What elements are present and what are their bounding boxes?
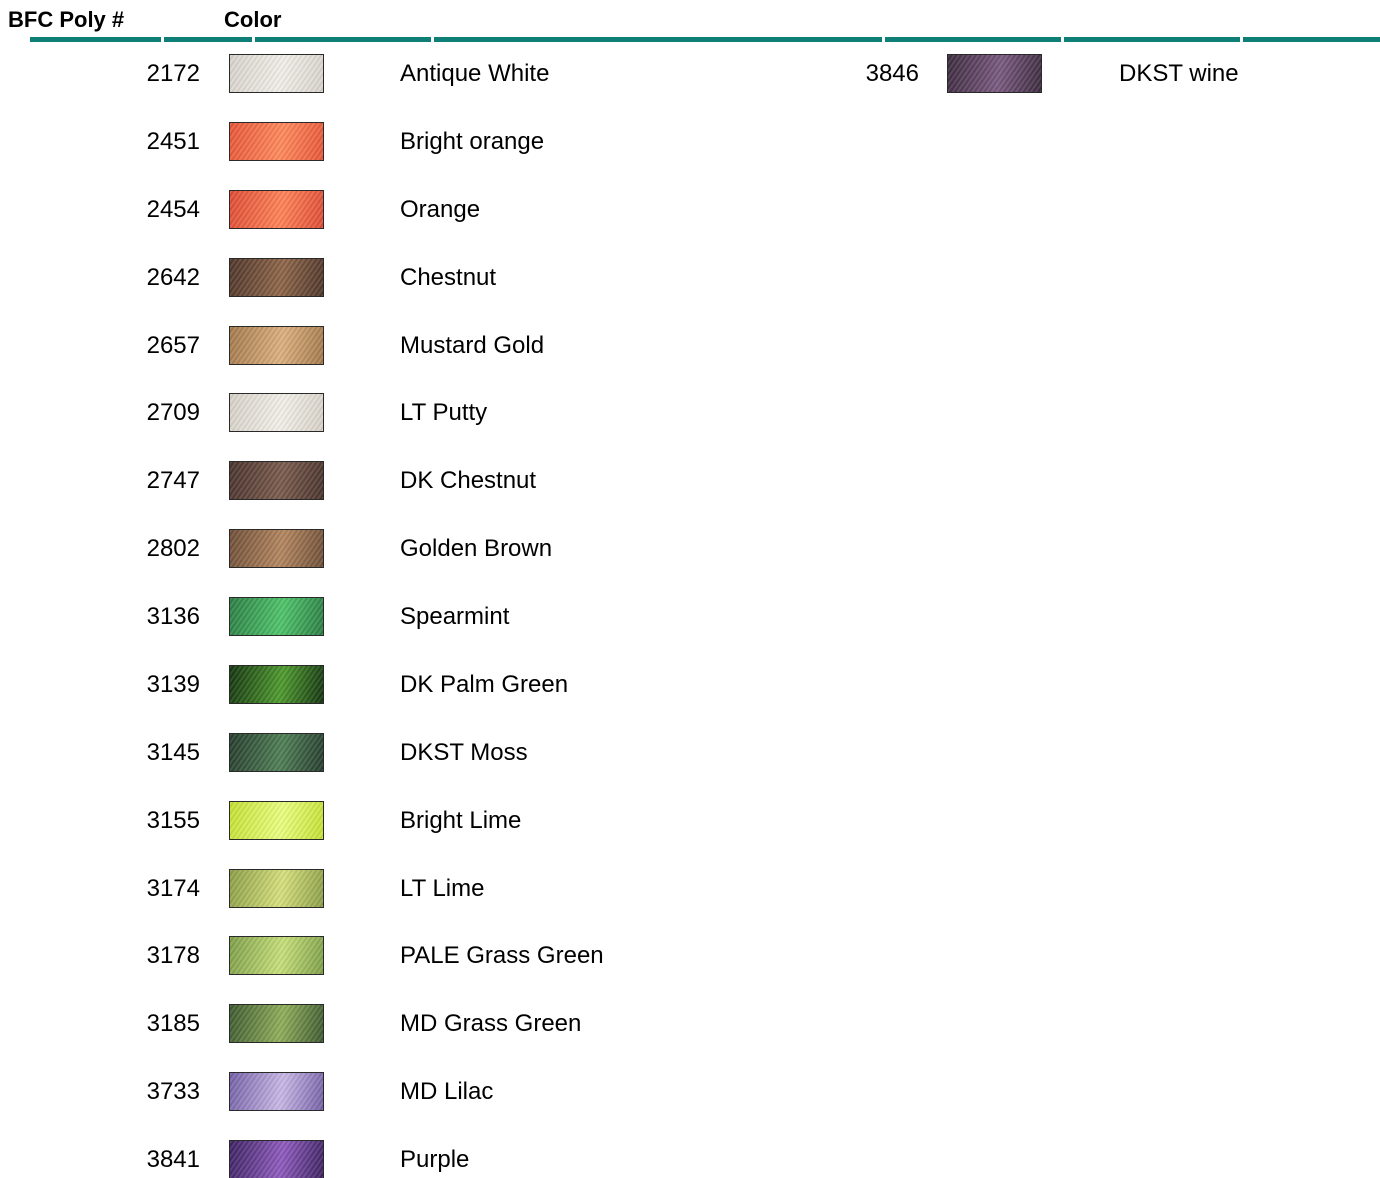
color-row: 3155 Bright Lime xyxy=(0,800,1380,842)
color-row: 2802 Golden Brown xyxy=(0,528,1380,570)
color-row: 3139 DK Palm Green xyxy=(0,664,1380,706)
color-name: Spearmint xyxy=(400,603,510,630)
header-code-label: BFC Poly # xyxy=(8,7,125,32)
header-rule xyxy=(30,37,161,42)
color-swatch xyxy=(229,665,324,704)
color-swatch xyxy=(229,190,324,229)
color-swatch xyxy=(229,801,324,840)
color-name: MD Lilac xyxy=(400,1078,494,1105)
color-name: LT Lime xyxy=(400,875,485,902)
thread-code: 3155 xyxy=(146,807,200,834)
color-row: 2451 Bright orange xyxy=(0,121,1380,163)
header-rule xyxy=(434,37,882,42)
thread-code: 2802 xyxy=(146,535,200,562)
color-swatch xyxy=(229,326,324,365)
thread-code: 2172 xyxy=(146,60,200,87)
color-name: Orange xyxy=(400,196,481,223)
color-row: 3136 Spearmint xyxy=(0,596,1380,638)
thread-code: 3145 xyxy=(146,739,200,766)
thread-code: 2451 xyxy=(146,128,200,155)
color-name: Chestnut xyxy=(400,264,497,291)
header-rule xyxy=(885,37,1061,42)
color-row: 3841 Purple xyxy=(0,1139,1380,1178)
color-swatch xyxy=(229,54,324,93)
color-name: Bright orange xyxy=(400,128,545,155)
header-rule xyxy=(164,37,252,42)
color-row: 3178 PALE Grass Green xyxy=(0,935,1380,977)
thread-code: 2642 xyxy=(146,264,200,291)
header-color-label: Color xyxy=(224,7,282,32)
color-swatch xyxy=(229,393,324,432)
thread-code: 3733 xyxy=(146,1078,200,1105)
color-row: 2709 LT Putty xyxy=(0,392,1380,434)
color-name: Purple xyxy=(400,1146,470,1173)
thread-code: 3139 xyxy=(146,671,200,698)
thread-code: 2747 xyxy=(146,467,200,494)
color-swatch xyxy=(229,597,324,636)
color-name: DK Palm Green xyxy=(400,671,569,698)
header-rule xyxy=(1064,37,1240,42)
color-name: DK Chestnut xyxy=(400,467,537,494)
color-name: DKST wine xyxy=(1119,60,1239,87)
color-swatch xyxy=(229,936,324,975)
thread-code: 3136 xyxy=(146,603,200,630)
color-name: Antique White xyxy=(400,60,550,87)
color-row: 3846 DKST wine xyxy=(0,53,1380,95)
color-swatch xyxy=(947,54,1042,93)
thread-code: 2709 xyxy=(146,399,200,426)
color-swatch xyxy=(229,258,324,297)
thread-code: 3185 xyxy=(146,1010,200,1037)
color-name: MD Grass Green xyxy=(400,1010,582,1037)
color-name: Bright Lime xyxy=(400,807,522,834)
color-name: PALE Grass Green xyxy=(400,942,604,969)
color-row: 2642 Chestnut xyxy=(0,257,1380,299)
color-name: Golden Brown xyxy=(400,535,553,562)
color-swatch xyxy=(229,733,324,772)
color-row: 3145 DKST Moss xyxy=(0,732,1380,774)
color-row: 3733 MD Lilac xyxy=(0,1071,1380,1113)
thread-code: 3178 xyxy=(146,942,200,969)
color-swatch xyxy=(229,461,324,500)
thread-code: 3846 xyxy=(865,60,919,87)
thread-code: 2657 xyxy=(146,332,200,359)
color-swatch xyxy=(229,529,324,568)
color-swatch xyxy=(229,869,324,908)
thread-code: 3841 xyxy=(146,1146,200,1173)
header-rule xyxy=(255,37,431,42)
color-name: Mustard Gold xyxy=(400,332,545,359)
color-name: DKST Moss xyxy=(400,739,528,766)
color-swatch xyxy=(229,1004,324,1043)
color-row: 3174 LT Lime xyxy=(0,868,1380,910)
color-swatch xyxy=(229,1140,324,1178)
color-name: LT Putty xyxy=(400,399,488,426)
header-rule xyxy=(1243,37,1380,42)
color-swatch xyxy=(229,122,324,161)
color-row: 2657 Mustard Gold xyxy=(0,325,1380,367)
color-row: 2172 Antique White xyxy=(0,53,1380,95)
color-row: 2747 DK Chestnut xyxy=(0,460,1380,502)
thread-code: 3174 xyxy=(146,875,200,902)
thread-code: 2454 xyxy=(146,196,200,223)
color-swatch xyxy=(229,1072,324,1111)
color-row: 3185 MD Grass Green xyxy=(0,1003,1380,1045)
color-row: 2454 Orange xyxy=(0,189,1380,231)
